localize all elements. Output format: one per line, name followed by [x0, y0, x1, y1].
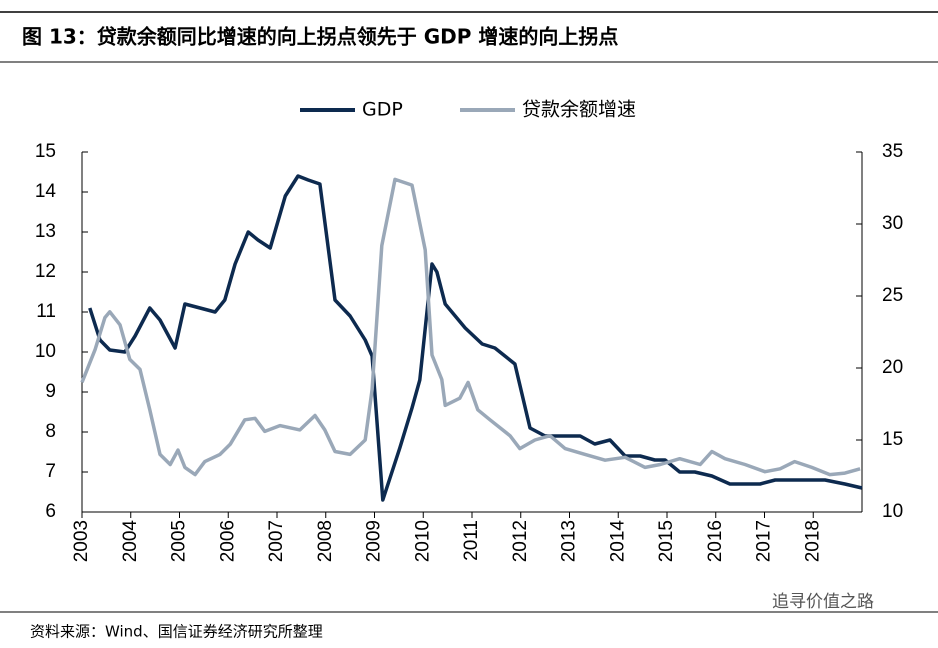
y2-tick-label: 30 — [882, 213, 903, 234]
y-tick-label: 14 — [35, 181, 57, 202]
y2-tick-label: 35 — [882, 141, 903, 162]
x-tick-label: 2012 — [510, 520, 531, 562]
x-tick-label: 2018 — [802, 520, 823, 562]
x-tick-label: 2013 — [559, 520, 580, 562]
watermark: 追寻价值之路 — [772, 592, 874, 612]
data-line — [80, 177, 861, 477]
y-tick-label: 10 — [35, 341, 56, 362]
x-tick-label: 2014 — [607, 520, 628, 563]
x-tick-label: 2005 — [169, 520, 190, 562]
x-tick-label: 2007 — [266, 520, 287, 562]
chart-title: 图 13：贷款余额同比增速的向上拐点领先于 GDP 增速的向上拐点 — [22, 25, 618, 49]
y2-tick-label: 25 — [882, 285, 903, 306]
x-tick-label: 2010 — [412, 520, 433, 562]
y-tick-label: 8 — [45, 421, 56, 442]
x-tick-label: 2016 — [705, 520, 726, 562]
data-line — [88, 174, 863, 502]
y2-tick-label: 15 — [882, 429, 903, 450]
y-tick-label: 12 — [35, 261, 56, 282]
source: 资料来源：Wind、国信证券经济研究所整理 — [30, 623, 323, 641]
legend-label: 贷款余额增速 — [522, 99, 636, 121]
y-tick-label: 13 — [35, 221, 56, 242]
y-tick-label: 6 — [45, 501, 56, 522]
y2-tick-label: 10 — [882, 501, 903, 522]
legend-label: GDP — [362, 99, 403, 121]
y-tick-label: 7 — [45, 461, 56, 482]
y2-tick-label: 20 — [882, 357, 903, 378]
x-tick-label: 2004 — [120, 520, 141, 563]
y-tick-label: 9 — [45, 381, 56, 402]
x-tick-label: 2003 — [71, 520, 92, 562]
x-tick-label: 2006 — [217, 520, 238, 562]
x-tick-label: 2011 — [461, 520, 482, 561]
x-tick-label: 2017 — [754, 520, 775, 562]
x-tick-label: 2009 — [364, 520, 385, 562]
y-tick-label: 15 — [35, 141, 56, 162]
y-tick-label: 11 — [36, 301, 56, 322]
x-tick-label: 2015 — [656, 520, 677, 562]
x-tick-label: 2008 — [315, 520, 336, 562]
